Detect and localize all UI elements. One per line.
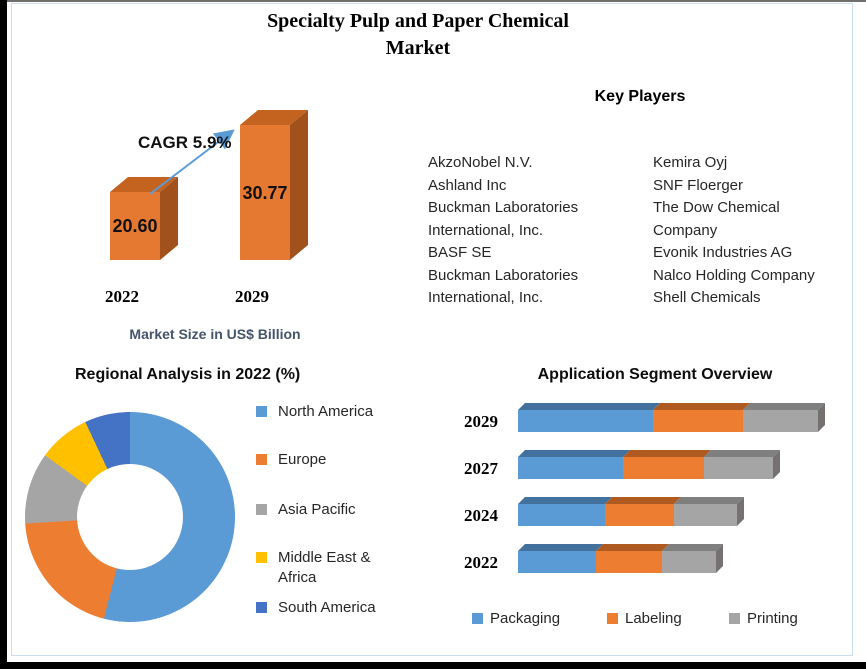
legend-item-printing: Printing — [729, 610, 798, 627]
legend-label: North America — [278, 403, 374, 420]
bar-2029-front-face — [240, 125, 290, 260]
key-player-line: The Dow Chemical — [653, 199, 780, 216]
key-player-line: Ashland Inc — [428, 176, 507, 194]
bar-2022-side-face — [160, 177, 178, 260]
legend-label: Packaging — [490, 610, 561, 627]
legend-label: Middle East & Africa — [278, 549, 371, 587]
legend-item-packaging: Packaging — [472, 610, 560, 627]
legend-item-middle-east-africa: Middle East & Africa — [256, 548, 396, 589]
bottom-black-edge — [0, 662, 866, 669]
key-player-line: International, Inc. — [428, 289, 544, 306]
key-players-left-column: AkzoNobel N.V. Ashland Inc Buckman Labor… — [428, 152, 643, 310]
key-player-line: Evonik Industries AG — [653, 244, 793, 261]
key-player-line: BASF SE — [428, 244, 492, 261]
key-player-line: AkzoNobel N.V. — [428, 154, 533, 171]
stacked-bar-2027 — [517, 449, 847, 482]
left-black-edge — [0, 0, 7, 669]
bar-2029-top-face — [240, 110, 308, 125]
legend-label: Printing — [747, 610, 798, 627]
south-america-swatch — [256, 602, 267, 613]
key-players-right-column: Kemira Oyj SNF Floerger The Dow Chemical… — [653, 152, 866, 310]
asia-pacific-swatch — [256, 504, 267, 515]
key-player-line: SNF Floerger — [653, 176, 744, 194]
key-player-line: Buckman Laboratories — [428, 199, 579, 216]
bar-2022-top-face — [110, 177, 178, 192]
key-player-line: Buckman Laboratories — [428, 266, 579, 284]
legend-label: Europe — [278, 451, 327, 468]
bar-2022-value: 20.60 — [112, 216, 158, 236]
printing-swatch — [729, 613, 740, 624]
legend-label: Labeling — [625, 610, 682, 627]
packaging-swatch — [472, 613, 483, 624]
legend-item-labeling: Labeling — [607, 610, 682, 627]
market-chart-caption: Market Size in US$ Billion — [129, 326, 301, 342]
cagr-label: CAGR 5.9% — [138, 133, 232, 152]
key-player-line: Nalco Holding Company — [653, 266, 815, 284]
key-players-heading: Key Players — [594, 88, 686, 105]
key-player-line: Kemira Oyj — [653, 154, 728, 171]
bar-2029-axis-label: 2029 — [235, 287, 269, 306]
app-year-2027: 2027 — [464, 459, 498, 478]
legend-item-asia-pacific: Asia Pacific — [256, 500, 396, 520]
content-frame-border — [11, 3, 853, 656]
key-player-line: Company — [653, 221, 718, 239]
application-segment-title: Application Segment Overview — [537, 366, 773, 383]
europe-swatch — [256, 454, 267, 465]
middle-east-africa-swatch — [256, 552, 267, 563]
app-year-2029: 2029 — [464, 412, 498, 431]
top-edge-line — [7, 0, 866, 2]
page-title-line1: Specialty Pulp and Paper Chemical — [267, 10, 569, 32]
regional-analysis-title: Regional Analysis in 2022 (%) — [75, 366, 301, 383]
legend-label: South America — [278, 599, 376, 616]
app-year-2022: 2022 — [464, 553, 498, 572]
legend-item-north-america: North America — [256, 402, 396, 422]
legend-item-south-america: South America — [256, 598, 396, 618]
cagr-arrow — [149, 129, 235, 195]
market-size-chart: CAGR 5.9% 20.60 30.77 2022 2029 Market S… — [60, 95, 400, 350]
labeling-swatch — [607, 613, 618, 624]
bar-2029-value: 30.77 — [242, 183, 288, 203]
stacked-bar-2024 — [517, 496, 847, 529]
bar-2022-front-face — [110, 192, 160, 260]
legend-label: Asia Pacific — [278, 501, 356, 518]
bar-2022-axis-label: 2022 — [105, 287, 139, 306]
legend-item-europe: Europe — [256, 450, 396, 470]
key-player-line: International, Inc. — [428, 221, 544, 239]
page-title-line2: Market — [385, 37, 451, 59]
page-title: Specialty Pulp and Paper Chemical Market — [233, 8, 603, 62]
north-america-swatch — [256, 406, 267, 417]
app-year-2024: 2024 — [464, 506, 498, 525]
market-bar-canvas — [110, 110, 308, 260]
stacked-bar-2029 — [517, 402, 847, 435]
bar-2029-side-face — [290, 110, 308, 260]
stacked-bar-2022 — [517, 543, 847, 576]
donut-hole — [77, 464, 183, 570]
key-player-line: Shell Chemicals — [653, 289, 761, 306]
